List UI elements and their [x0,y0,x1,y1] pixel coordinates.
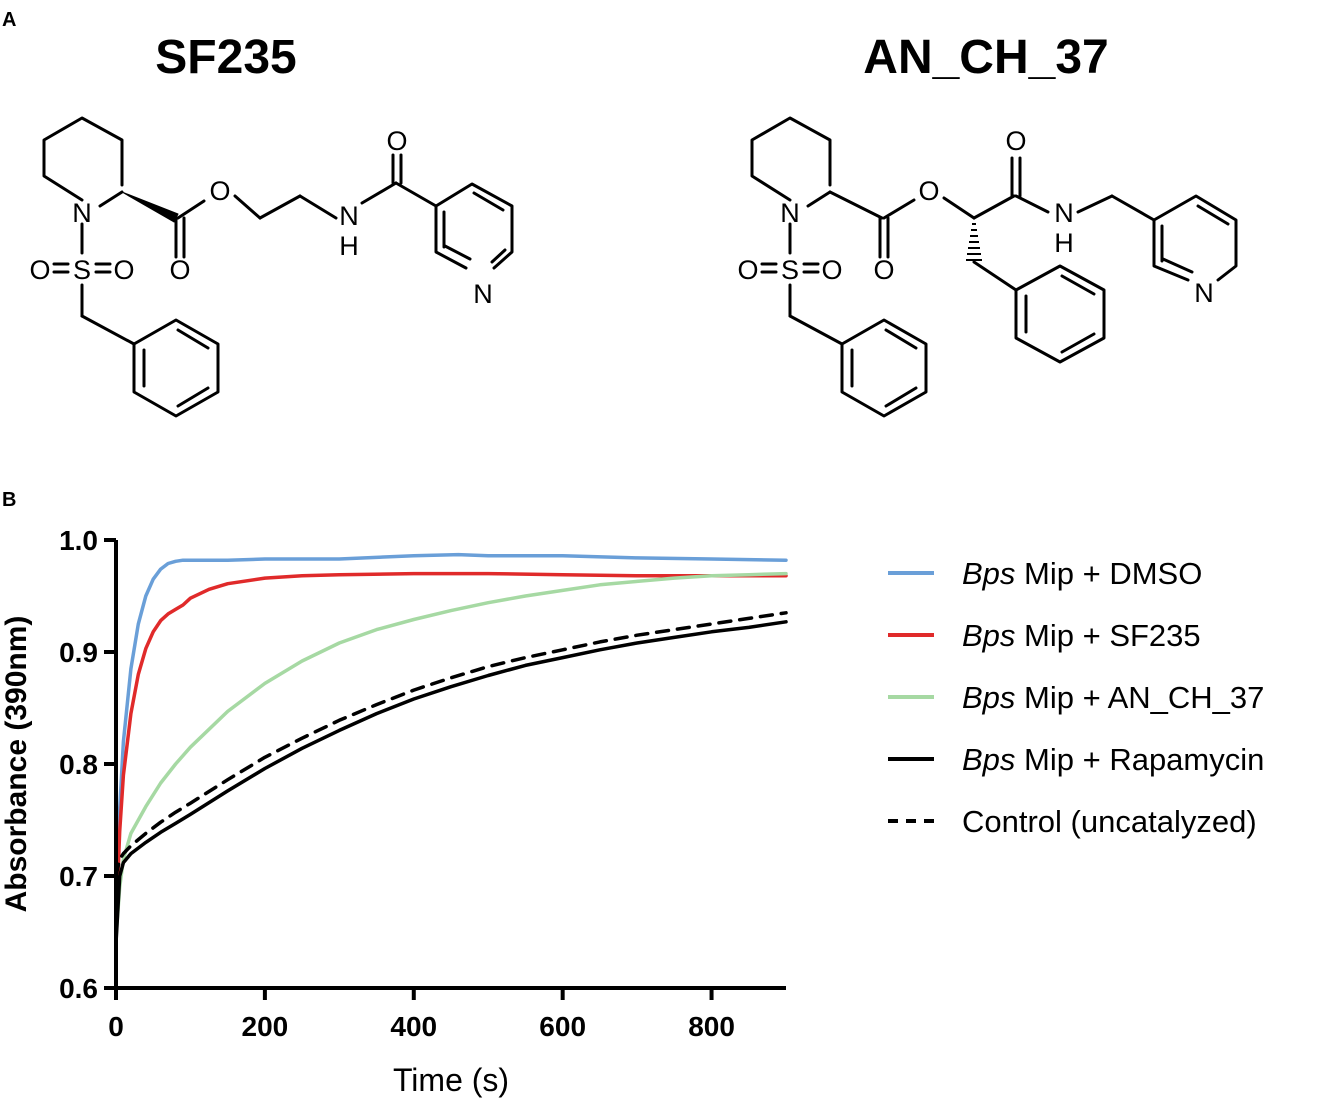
y-tick-label: 0.6 [59,973,98,1004]
atom-n: N [339,201,359,231]
atom-n: N [72,198,92,228]
y-tick-label: 0.9 [59,637,98,668]
x-tick-label: 600 [539,1011,586,1042]
series-line-3 [114,571,788,940]
series-line-5 [114,611,788,878]
x-tick-label: 0 [108,1011,124,1042]
series-line-1 [114,552,788,934]
atom-o: O [386,126,407,156]
atom-o: O [918,176,939,206]
atom-s: S [73,255,91,285]
anch37-atom-labels: N S O O O O O N H N [737,126,1213,308]
atom-n: N [473,279,493,309]
x-tick-label: 400 [390,1011,437,1042]
atom-o: O [873,255,894,285]
y-axis-label: Absorbance (390nm) [0,616,33,913]
atom-o: O [821,255,842,285]
atom-h: H [1054,228,1074,258]
legend-label: Control (uncatalyzed) [962,804,1257,839]
legend-label: Bps Mip + AN_CH_37 [962,680,1264,715]
panel-b-label: B [2,489,16,511]
y-tick-label: 0.7 [59,861,98,892]
tick-layer: 0.6 0.7 0.8 0.9 1.0 0 200 400 600 800 [59,525,735,1042]
anch37-structure [750,116,1238,418]
series-line-2 [114,571,788,929]
y-tick-label: 1.0 [59,525,98,556]
atom-h: H [339,231,359,261]
kinetics-chart: 0.6 0.7 0.8 0.9 1.0 0 200 400 600 800 Time (s) Ab… [0,525,1264,1098]
atom-o: O [1005,126,1026,156]
x-tick-label: 200 [242,1011,289,1042]
atom-n: N [1054,198,1074,228]
x-axis-label: Time (s) [393,1062,509,1098]
sf235-structure [42,116,514,418]
legend-label: Bps Mip + SF235 [962,618,1201,653]
sf235-atom-labels: N S O O O O N H O N [29,126,492,309]
panel-a-label: A [2,9,16,31]
atom-s: S [781,255,799,285]
y-tick-label: 0.8 [59,749,98,780]
series-layer [114,552,788,945]
atom-n: N [780,198,800,228]
atom-o: O [113,255,134,285]
legend: Bps Mip + DMSO Bps Mip + SF235 Bps Mip + A… [888,556,1264,839]
atom-o: O [169,255,190,285]
atom-n: N [1194,278,1214,308]
legend-label: Bps Mip + DMSO [962,556,1202,591]
atom-o: O [209,176,230,206]
series-line-4 [114,620,788,945]
anch37-hash-wedge [966,223,982,261]
compound-sf235-title: SF235 [155,31,296,84]
x-tick-label: 800 [688,1011,735,1042]
atom-o: O [29,255,50,285]
legend-label: Bps Mip + Rapamycin [962,742,1264,777]
atom-o: O [737,255,758,285]
compound-anch37-title: AN_CH_37 [863,31,1108,84]
